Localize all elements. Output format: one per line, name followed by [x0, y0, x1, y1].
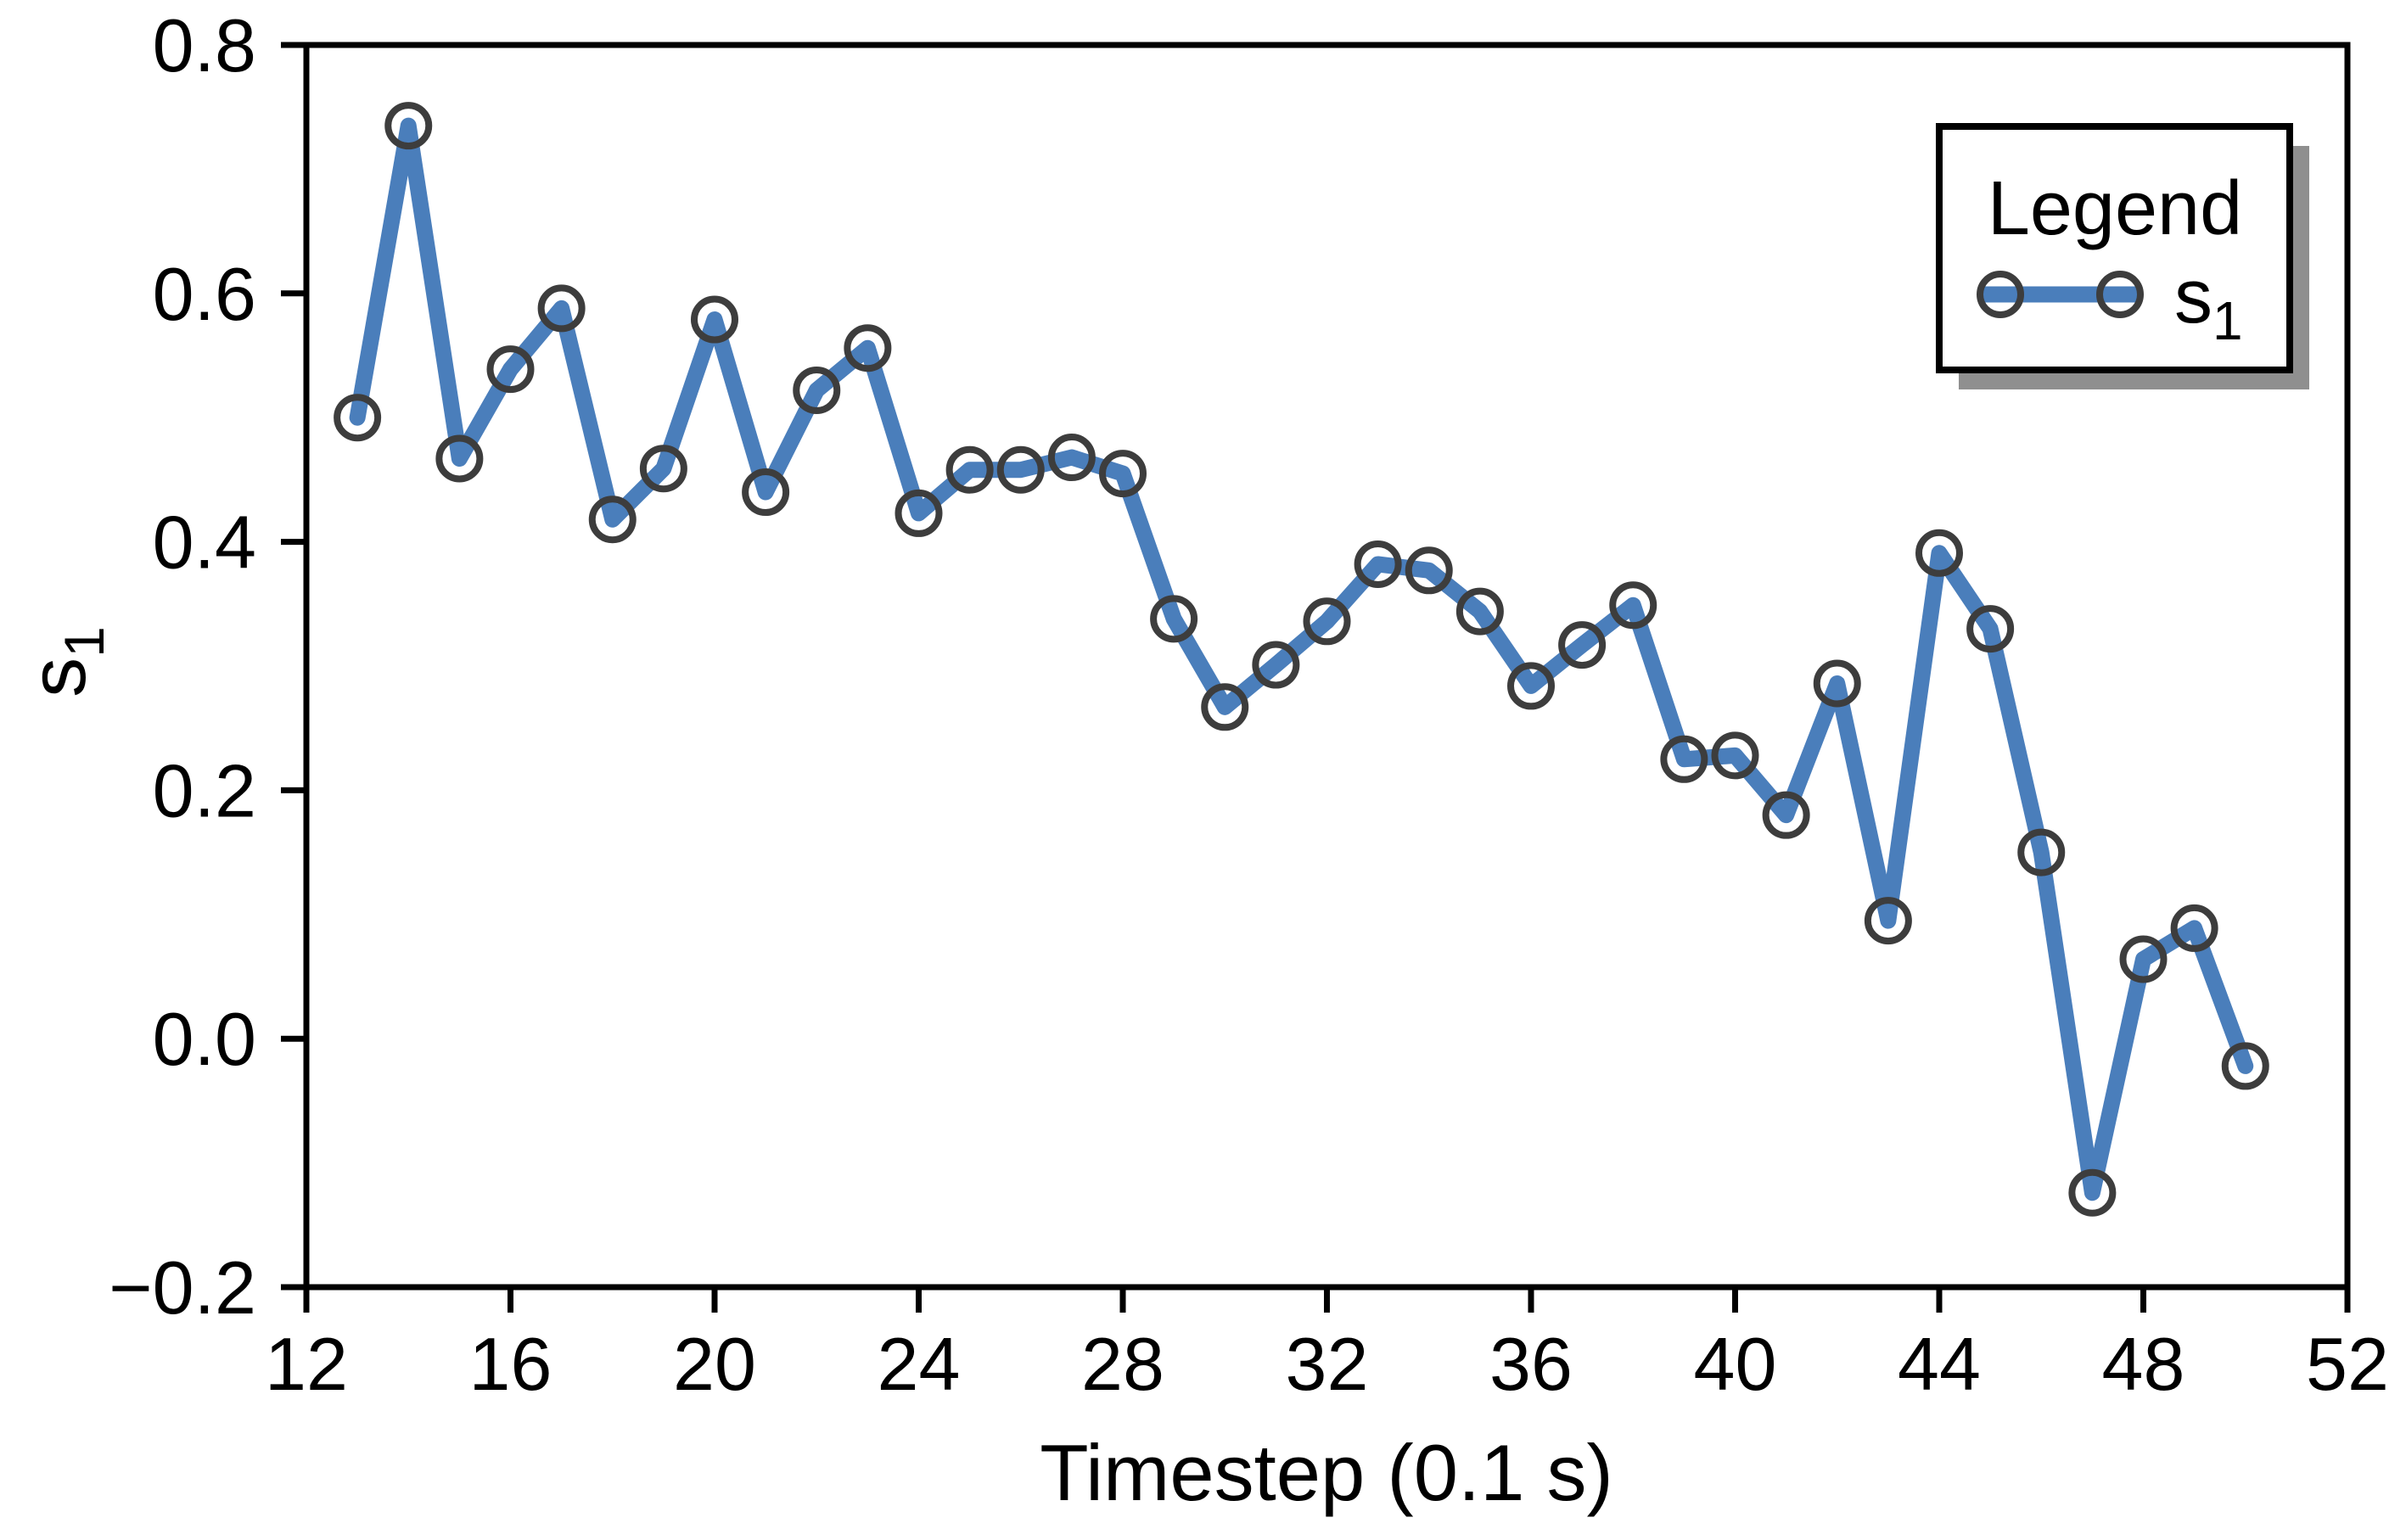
data-point-marker [844, 324, 892, 372]
data-point-marker [1252, 641, 1300, 689]
data-point-marker [1150, 595, 1198, 643]
y-tick-label: 0.4 [153, 501, 256, 585]
data-point-marker [384, 102, 433, 150]
data-point-marker [1711, 731, 1759, 780]
x-tick-label: 40 [1694, 1322, 1777, 1406]
data-point-marker [945, 445, 994, 494]
data-point-marker [742, 468, 790, 517]
data-point-marker [2221, 1042, 2269, 1090]
data-point-marker [1405, 546, 1453, 595]
data-point-marker [2017, 828, 2066, 876]
data-point-marker [1558, 621, 1607, 669]
y-axis-title-main: s [13, 658, 102, 697]
data-point-marker [1507, 662, 1555, 710]
x-tick-label: 24 [878, 1322, 961, 1406]
data-point-marker [1864, 897, 1912, 945]
legend-box [1936, 123, 2293, 373]
x-tick-label: 16 [469, 1322, 552, 1406]
data-point-marker [1762, 791, 1810, 839]
data-point-marker [1915, 529, 1963, 577]
legend-sample-marker [1977, 271, 2024, 318]
legend-title: Legend [1988, 166, 2242, 251]
data-point-marker [1813, 659, 1861, 708]
x-tick-label: 20 [673, 1322, 756, 1406]
data-point-marker [1660, 735, 1708, 783]
legend-sample-marker [2096, 271, 2144, 318]
x-tick-label: 28 [1081, 1322, 1164, 1406]
axes-layer: 12 16 20 24 28 32 36 40 44 48 52 −0.2 0.0 0.2 0.4 0.6 0.… [109, 3, 2389, 1406]
x-tick-label: 32 [1286, 1322, 1369, 1406]
y-tick-label: 0.2 [153, 748, 256, 832]
data-point-marker [691, 295, 738, 344]
data-point-marker [435, 434, 484, 483]
data-point-marker [1609, 581, 1657, 630]
x-tick-label: 36 [1489, 1322, 1573, 1406]
data-point-marker [588, 496, 637, 544]
data-point-marker [2119, 935, 2168, 983]
x-axis-title: Timestep (0.1 s) [1040, 1428, 1613, 1517]
x-tick-label: 44 [1898, 1322, 1981, 1406]
data-point-marker [537, 284, 586, 333]
data-point-marker [1303, 597, 1351, 646]
data-point-marker [2068, 1168, 2117, 1217]
series-layer [334, 102, 2269, 1217]
y-axis-title-sub: 1 [53, 626, 115, 658]
y-tick-label: 0.6 [153, 252, 256, 336]
data-point-marker [1966, 605, 2015, 653]
x-tick-label: 48 [2102, 1322, 2185, 1406]
data-point-marker [486, 345, 535, 394]
legend-layer [1936, 123, 2309, 389]
data-point-marker [2170, 904, 2218, 952]
data-point-marker [334, 394, 382, 442]
data-point-marker [996, 445, 1045, 494]
y-tick-label: 0.8 [153, 3, 256, 87]
data-point-marker [793, 366, 841, 414]
legend-entry-label-main: s [2174, 255, 2213, 339]
y-tick-label: 0.0 [153, 997, 256, 1081]
x-tick-label: 52 [2306, 1322, 2389, 1406]
data-point-marker [1455, 587, 1504, 636]
y-tick-label: −0.2 [109, 1246, 256, 1330]
series-line [349, 117, 2254, 1201]
data-point-marker [639, 445, 687, 493]
data-point-marker [1354, 540, 1402, 588]
legend-entry-label-sub: 1 [2213, 290, 2243, 351]
data-point-marker [1201, 683, 1249, 731]
y-axis-title: s1 [13, 626, 115, 697]
data-point-marker [895, 489, 943, 537]
data-point-marker [1047, 434, 1096, 482]
data-point-marker [1099, 450, 1147, 498]
x-tick-label: 12 [265, 1322, 348, 1406]
legend-entry-label: s1 [2174, 255, 2243, 351]
